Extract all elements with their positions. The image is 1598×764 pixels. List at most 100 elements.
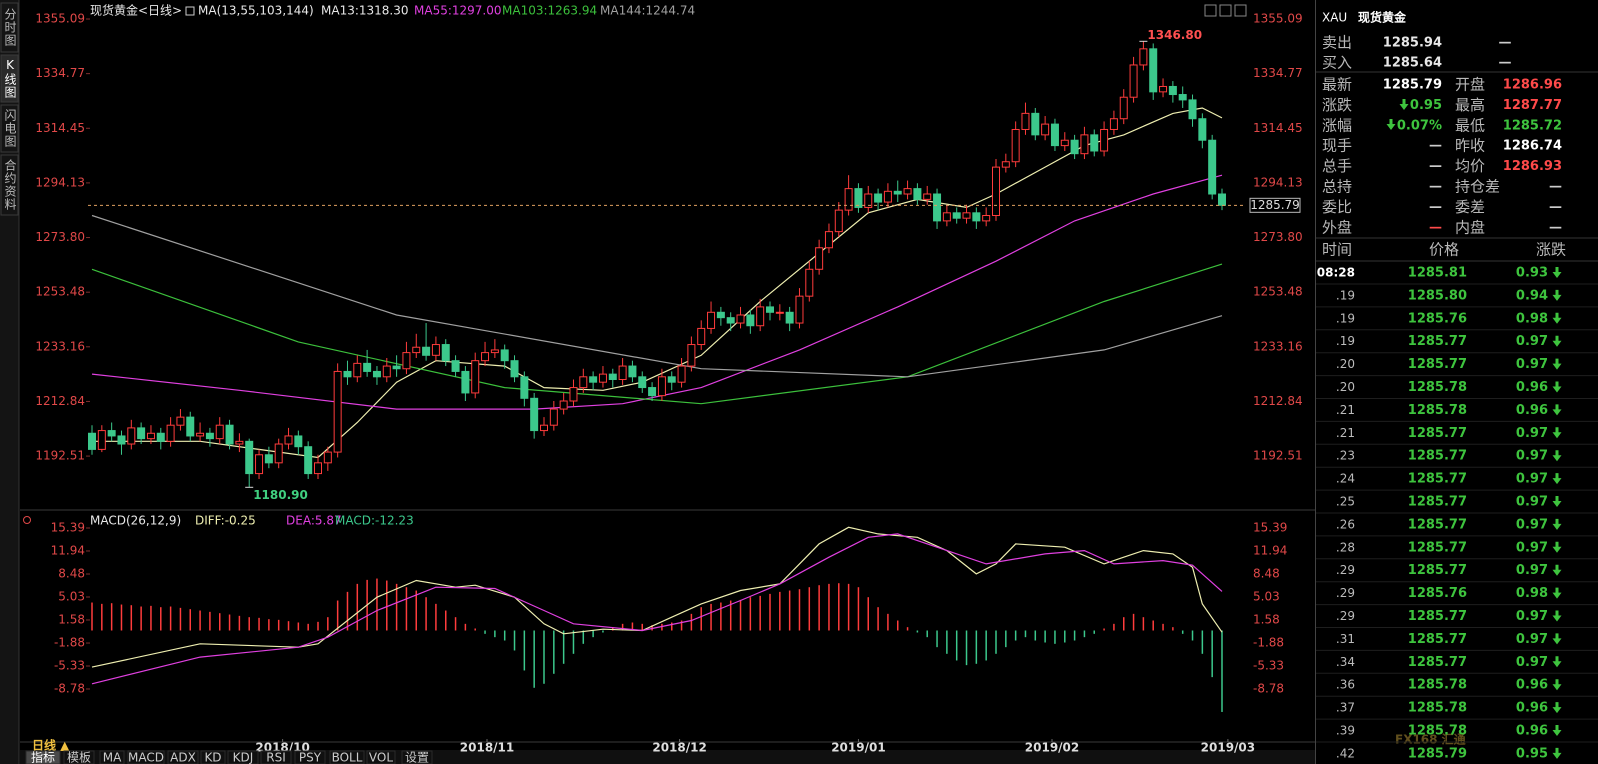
period-label: 日线 ▲: [32, 738, 70, 753]
bottom-tab[interactable]: [227, 750, 259, 764]
tick-price: 1285.77: [1408, 334, 1467, 349]
bottom-tab[interactable]: [401, 750, 433, 764]
candle-body: [333, 370, 342, 453]
candle-body: [716, 311, 725, 319]
tick-change: 0.93: [1516, 266, 1548, 281]
candle-body: [1168, 85, 1177, 96]
y-tick-label-right: 1294.13: [1253, 175, 1303, 189]
candle-body: [412, 346, 421, 354]
sidebar-tab-label[interactable]: 分时图: [3, 8, 17, 47]
quote-value: 1285.72: [1503, 118, 1562, 133]
candle-body: [834, 209, 843, 233]
candle-body: [795, 295, 804, 324]
tick-change: 0.94: [1516, 288, 1548, 303]
down-arrow-icon: [1552, 404, 1562, 416]
sidebar-tab[interactable]: [0, 2, 19, 53]
candle-body: [510, 360, 519, 378]
candle-body: [1139, 48, 1148, 66]
quote-value: —: [1499, 36, 1512, 51]
candle-body: [196, 432, 205, 437]
y-tick-label: 1212.84: [35, 394, 85, 408]
bottom-tab-label[interactable]: PSY: [299, 751, 322, 764]
quote-value: 1286.96: [1503, 78, 1562, 93]
candle-body: [540, 424, 548, 432]
bottom-tab-label[interactable]: RSI: [266, 751, 286, 764]
x-tick-label: 2018/11: [460, 741, 514, 755]
bottom-tab[interactable]: [260, 750, 292, 764]
quote-label: 最高: [1455, 96, 1485, 114]
y-tick-label: -1.88: [54, 636, 85, 650]
bottom-tab[interactable]: [294, 750, 326, 764]
candle-body: [530, 397, 539, 432]
candle-body: [284, 435, 293, 445]
down-arrow-icon: [1552, 358, 1562, 370]
legend-entry: MA13:1318.30: [321, 4, 409, 18]
sidebar-tab-label[interactable]: 闪电图: [3, 109, 17, 148]
candle-body: [500, 349, 509, 362]
bottom-tab[interactable]: [167, 750, 199, 764]
candle-body: [490, 349, 499, 354]
candle-body: [598, 373, 607, 383]
line-series: [91, 263, 1223, 405]
quote-value: 0.95: [1410, 98, 1442, 113]
candle-body: [343, 370, 352, 378]
bottom-tab[interactable]: [99, 750, 125, 764]
bottom-tab[interactable]: [366, 750, 396, 764]
down-arrow-icon: [1399, 99, 1409, 110]
candle-body: [648, 387, 657, 397]
ticks-header: 时间: [1322, 241, 1352, 259]
candle-body: [549, 408, 558, 426]
bottom-tab[interactable]: [329, 750, 365, 764]
bottom-tab-label[interactable]: ADX: [170, 751, 196, 764]
y-tick-label-right: -8.78: [1253, 681, 1284, 695]
y-tick-label-right: 1355.09: [1253, 12, 1303, 26]
sidebar-tab-label[interactable]: K线图: [3, 58, 17, 99]
bottom-tab-label[interactable]: KD: [204, 751, 221, 764]
bottom-tab[interactable]: [63, 750, 95, 764]
y-tick-label: 8.48: [58, 567, 85, 581]
candle-body: [824, 231, 833, 249]
tick-time: .29: [1336, 609, 1355, 623]
sidebar-tab[interactable]: [0, 154, 19, 216]
y-tick-label: 15.39: [51, 520, 85, 534]
tick-price: 1285.77: [1408, 472, 1467, 487]
tick-change: 0.98: [1516, 311, 1548, 326]
bottom-tab-label[interactable]: KDJ: [233, 751, 254, 764]
candle-body: [353, 362, 362, 378]
y-tick-label-right: 1273.80: [1253, 230, 1303, 244]
bottom-tab[interactable]: [25, 750, 61, 764]
tick-price: 1285.77: [1408, 540, 1467, 555]
bottom-tab[interactable]: [127, 750, 165, 764]
candle-body: [707, 311, 716, 329]
bottom-tab-label[interactable]: BOLL: [332, 751, 363, 764]
bottom-tab-label[interactable]: MACD: [128, 751, 164, 764]
candle-body: [726, 317, 735, 324]
sidebar-tab[interactable]: [0, 104, 19, 153]
candle-body: [746, 314, 755, 327]
bottom-tab[interactable]: [200, 750, 226, 764]
bottom-tab-label[interactable]: 模板: [67, 751, 91, 764]
bottom-tab-label[interactable]: VOL: [369, 751, 393, 764]
candle-body: [854, 188, 863, 208]
sidebar-tab[interactable]: [0, 54, 19, 103]
legend-entry: MA103:1263.94: [502, 4, 597, 18]
bottom-tab-label[interactable]: 设置: [405, 751, 429, 764]
tick-time: .23: [1336, 449, 1355, 463]
tick-change: 0.96: [1516, 380, 1548, 395]
ticks-header: 价格: [1429, 241, 1459, 259]
candle-body: [166, 424, 175, 442]
bottom-tab-label[interactable]: MA: [103, 751, 122, 764]
bottom-tab-label[interactable]: 指标: [31, 750, 55, 764]
candle-body: [785, 311, 794, 324]
chart-title: 现货黄金<日线>: [90, 3, 182, 18]
legend-entry: MA55:1297.00: [414, 4, 502, 18]
quote-value: —: [1429, 220, 1442, 235]
down-arrow-icon: [1552, 381, 1562, 393]
quote-value: 1285.94: [1383, 36, 1442, 51]
sidebar-tab-label[interactable]: 合约资料: [3, 158, 17, 211]
quote-value: 1286.74: [1503, 139, 1562, 154]
down-arrow-icon: [1552, 267, 1562, 278]
candle-body: [923, 193, 932, 200]
